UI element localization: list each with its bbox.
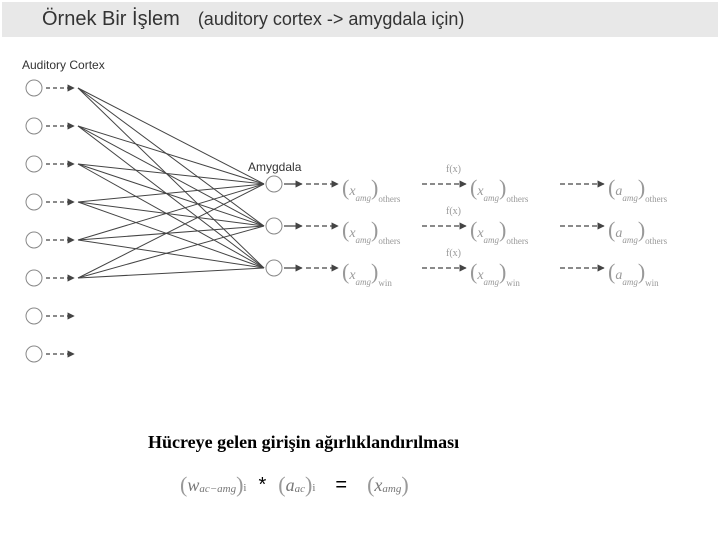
- title-sub: (auditory cortex -> amygdala için): [198, 9, 465, 30]
- formula-lhs: (wac−amg)i: [180, 472, 246, 498]
- flow-term: (xamg)win: [342, 259, 392, 285]
- label-auditory-cortex: Auditory Cortex: [22, 58, 105, 72]
- formula-row: (wac−amg)i * (aac)i = (xamg): [180, 472, 409, 498]
- formula-rhs: (xamg): [367, 472, 409, 498]
- flow-term: (xamg)others: [342, 175, 400, 201]
- flow-fn: f(x): [446, 164, 461, 175]
- formula-mid: (aac)i: [278, 472, 315, 498]
- flow-term: (xamg)win: [470, 259, 520, 285]
- bottom-caption: Hücreye gelen girişin ağırlıklandırılmas…: [148, 432, 459, 453]
- title-main: Örnek Bir İşlem: [42, 8, 180, 31]
- title-bar: Örnek Bir İşlem (auditory cortex -> amyg…: [2, 2, 718, 37]
- formula-eq: =: [335, 474, 347, 497]
- flow-term: (xamg)others: [470, 175, 528, 201]
- flow-term: (aamg)win: [608, 259, 659, 285]
- flow-term: (xamg)others: [470, 217, 528, 243]
- formula-op: *: [258, 474, 266, 497]
- flow-fn: f(x): [446, 248, 461, 259]
- flow-term: (xamg)others: [342, 217, 400, 243]
- flow-fn: f(x): [446, 206, 461, 217]
- flow-term: (aamg)others: [608, 175, 667, 201]
- flow-term: (aamg)others: [608, 217, 667, 243]
